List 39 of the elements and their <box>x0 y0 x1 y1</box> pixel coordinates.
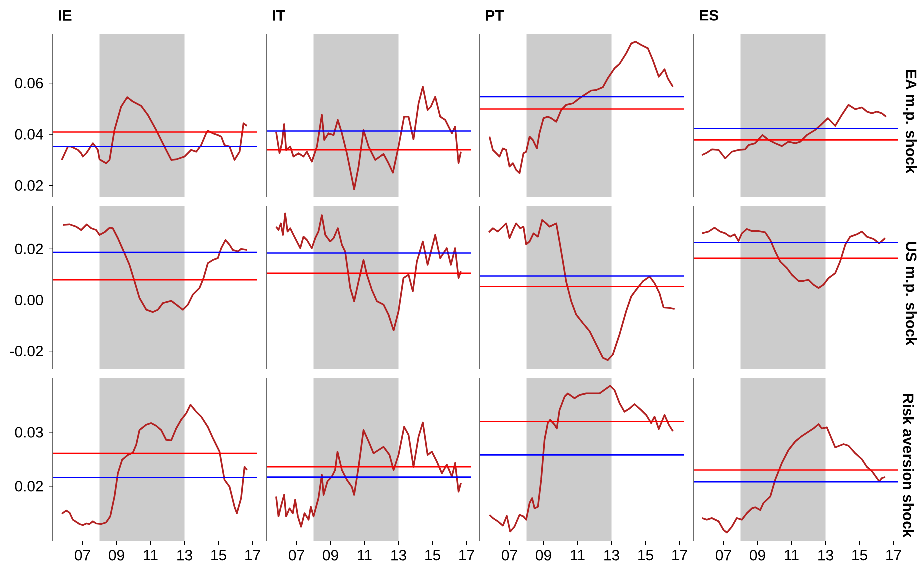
x-tick-label: 11 <box>358 550 372 560</box>
y-tick-label: 0.02 <box>15 244 44 254</box>
x-tick-label: 13 <box>604 550 620 561</box>
x-tick-label: 13 <box>392 550 406 561</box>
y-tick-label: 0.02 <box>15 481 44 492</box>
x-tick-label: 07 <box>289 550 304 561</box>
y-tick-label: 0.04 <box>15 129 44 140</box>
x-tick-label: 15 <box>852 550 868 561</box>
x-tick-label: 09 <box>536 550 552 561</box>
chart-title: PT <box>486 10 504 21</box>
chart-title: IT <box>273 10 286 21</box>
x-tick-label: 17 <box>460 550 474 560</box>
x-tick-label: 09 <box>750 550 766 561</box>
x-tick-label: 09 <box>109 550 124 561</box>
x-tick-label: 07 <box>716 550 732 561</box>
x-tick-label: 11 <box>785 550 799 560</box>
y-tick-label: 0.00 <box>15 294 44 306</box>
y-tick-label: 0.03 <box>15 427 44 438</box>
x-tick-label: 17 <box>246 550 260 560</box>
x-tick-label: 07 <box>75 550 90 561</box>
y-tick-label: 0.02 <box>15 180 44 192</box>
y-tick-label: 0.06 <box>15 78 44 89</box>
x-tick-label: 11 <box>144 550 158 560</box>
x-tick-label: 07 <box>502 550 518 561</box>
x-tick-label: 15 <box>212 550 226 561</box>
y-axis-title: Risk aversion shock <box>903 394 914 538</box>
x-tick-label: 15 <box>638 550 654 561</box>
x-tick-label: 15 <box>426 550 440 561</box>
chart-title: ES <box>700 10 719 21</box>
y-axis-title: EA m.p. shock <box>903 70 918 174</box>
x-tick-label: 13 <box>818 550 834 561</box>
x-tick-label: 17 <box>672 550 688 560</box>
y-axis-title: US m.p. shock <box>903 242 918 346</box>
chart-title: IE <box>59 10 72 21</box>
x-tick-label: 17 <box>886 550 902 560</box>
x-tick-label: 11 <box>571 550 585 560</box>
x-tick-label: 13 <box>178 550 192 561</box>
y-tick-label: -0.02 <box>10 346 44 357</box>
x-tick-label: 09 <box>323 550 338 561</box>
